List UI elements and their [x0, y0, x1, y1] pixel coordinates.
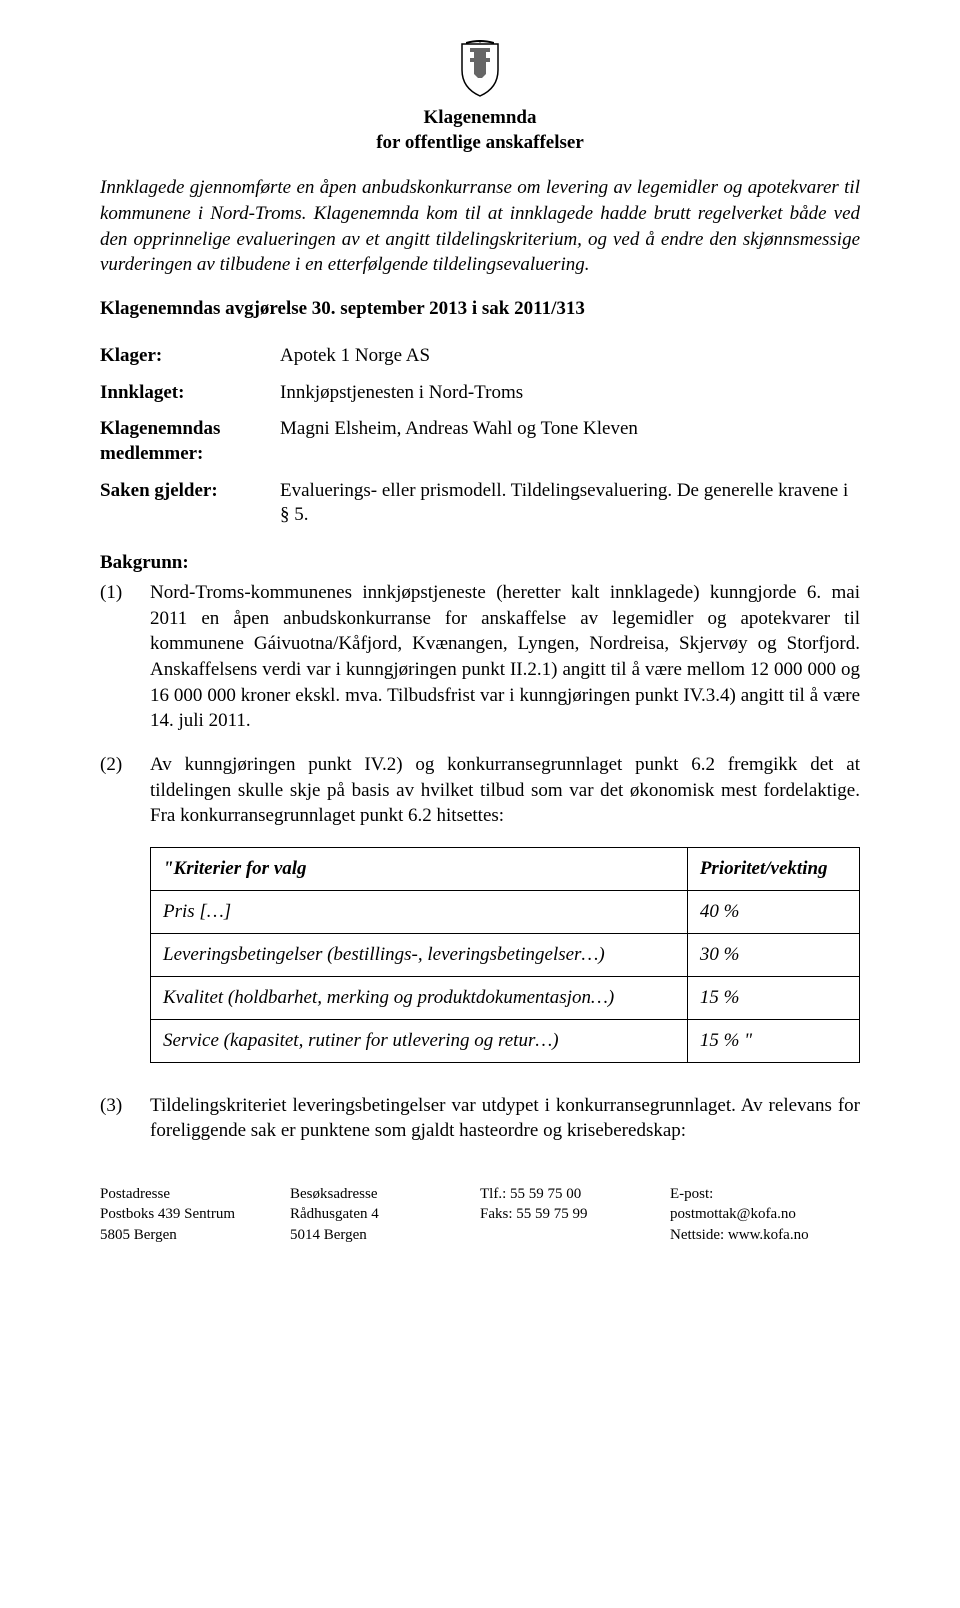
meta-value: Evaluerings- eller prismodell. Tildeling…: [280, 473, 860, 534]
paragraph-body: Av kunngjøringen punkt IV.2) og konkurra…: [150, 752, 860, 829]
footer-col-epost: E-post: postmottak@kofa.no Nettside: www…: [670, 1184, 860, 1245]
footer-line: 5805 Bergen: [100, 1225, 290, 1245]
numbered-paragraph: (2) Av kunngjøringen punkt IV.2) og konk…: [100, 752, 860, 829]
numbered-paragraph: (1) Nord-Troms-kommunenes innkjøpstjenes…: [100, 580, 860, 734]
paragraph-body: Nord-Troms-kommunenes innkjøpstjeneste (…: [150, 580, 860, 734]
meta-row-medlemmer: Klagenemndas medlemmer: Magni Elsheim, A…: [100, 411, 860, 472]
criteria-weight: 30 %: [687, 933, 859, 976]
meta-label: Klager:: [100, 338, 280, 375]
meta-table: Klager: Apotek 1 Norge AS Innklaget: Inn…: [100, 338, 860, 534]
criteria-row: Kvalitet (holdbarhet, merking og produkt…: [151, 976, 860, 1019]
paragraph-number: (1): [100, 580, 150, 734]
meta-label: Klagenemndas medlemmer:: [100, 411, 280, 472]
criteria-header-row: "Kriterier for valg Prioritet/vekting: [151, 847, 860, 890]
intro-paragraph: Innklagede gjennomførte en åpen anbudsko…: [100, 175, 860, 278]
criteria-header-right: Prioritet/vekting: [687, 847, 859, 890]
title-line-1: Klagenemnda: [100, 106, 860, 131]
footer-line: Rådhusgaten 4: [290, 1204, 480, 1224]
footer-head: E-post:: [670, 1184, 860, 1204]
criteria-label: Leveringsbetingelser (bestillings-, leve…: [151, 933, 688, 976]
criteria-weight: 15 % ": [687, 1019, 859, 1062]
meta-row-saken: Saken gjelder: Evaluerings- eller prismo…: [100, 473, 860, 534]
criteria-row: Leveringsbetingelser (bestillings-, leve…: [151, 933, 860, 976]
criteria-label: Kvalitet (holdbarhet, merking og produkt…: [151, 976, 688, 1019]
paragraph-list-2: (3) Tildelingskriteriet leveringsbetinge…: [100, 1093, 860, 1144]
paragraph-list: (1) Nord-Troms-kommunenes innkjøpstjenes…: [100, 580, 860, 829]
meta-label: Saken gjelder:: [100, 473, 280, 534]
title-line-2: for offentlige anskaffelser: [100, 131, 860, 156]
paragraph-number: (2): [100, 752, 150, 829]
footer-line: 5014 Bergen: [290, 1225, 480, 1245]
document-title: Klagenemnda for offentlige anskaffelser: [100, 106, 860, 155]
coat-of-arms-icon: [100, 40, 860, 98]
meta-row-innklaget: Innklaget: Innkjøpstjenesten i Nord-Trom…: [100, 375, 860, 412]
criteria-row: Service (kapasitet, rutiner for utleveri…: [151, 1019, 860, 1062]
footer-line: Nettside: www.kofa.no: [670, 1225, 860, 1245]
criteria-table: "Kriterier for valg Prioritet/vekting Pr…: [150, 847, 860, 1063]
criteria-header-left: "Kriterier for valg: [151, 847, 688, 890]
background-heading: Bakgrunn:: [100, 552, 860, 574]
meta-value: Innkjøpstjenesten i Nord-Troms: [280, 375, 860, 412]
decision-heading: Klagenemndas avgjørelse 30. september 20…: [100, 298, 860, 320]
footer-head: Tlf.: 55 59 75 00: [480, 1184, 670, 1204]
paragraph-body: Tildelingskriteriet leveringsbetingelser…: [150, 1093, 860, 1144]
meta-value: Apotek 1 Norge AS: [280, 338, 860, 375]
footer-col-tlf: Tlf.: 55 59 75 00 Faks: 55 59 75 99: [480, 1184, 670, 1245]
numbered-paragraph: (3) Tildelingskriteriet leveringsbetinge…: [100, 1093, 860, 1144]
meta-label: Innklaget:: [100, 375, 280, 412]
footer-col-besoksadresse: Besøksadresse Rådhusgaten 4 5014 Bergen: [290, 1184, 480, 1245]
paragraph-number: (3): [100, 1093, 150, 1144]
footer-line: Postboks 439 Sentrum: [100, 1204, 290, 1224]
criteria-row: Pris […] 40 %: [151, 890, 860, 933]
meta-value: Magni Elsheim, Andreas Wahl og Tone Klev…: [280, 411, 860, 472]
criteria-weight: 15 %: [687, 976, 859, 1019]
page-footer: Postadresse Postboks 439 Sentrum 5805 Be…: [100, 1184, 860, 1245]
footer-head: Besøksadresse: [290, 1184, 480, 1204]
meta-row-klager: Klager: Apotek 1 Norge AS: [100, 338, 860, 375]
footer-line: Faks: 55 59 75 99: [480, 1204, 670, 1224]
criteria-label: Service (kapasitet, rutiner for utleveri…: [151, 1019, 688, 1062]
document-page: Klagenemnda for offentlige anskaffelser …: [0, 0, 960, 1608]
footer-head: Postadresse: [100, 1184, 290, 1204]
criteria-weight: 40 %: [687, 890, 859, 933]
footer-col-postadresse: Postadresse Postboks 439 Sentrum 5805 Be…: [100, 1184, 290, 1245]
criteria-label: Pris […]: [151, 890, 688, 933]
footer-line: postmottak@kofa.no: [670, 1204, 860, 1224]
